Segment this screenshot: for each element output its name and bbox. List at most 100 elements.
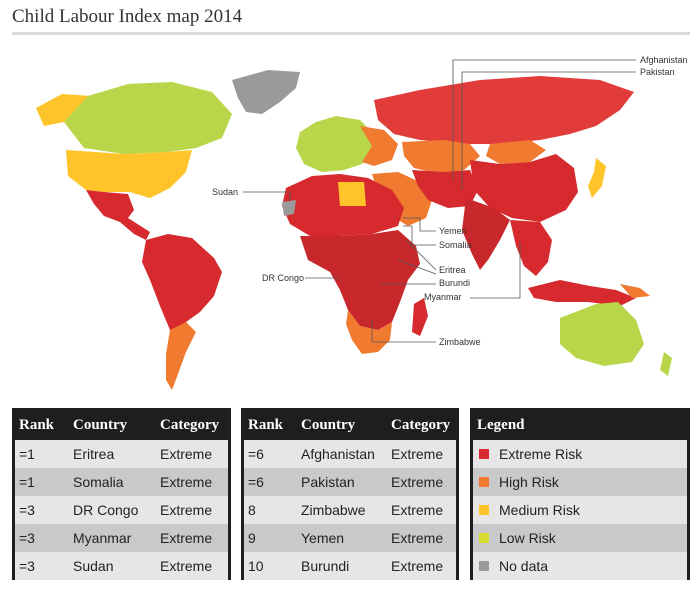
country-cell: Yemen [297,524,387,552]
label-zimbabwe: Zimbabwe [439,337,481,347]
table-row: =3 Sudan Extreme [15,552,228,580]
region-middle-east [372,172,432,226]
rank-table-2: Rank Country Category =6 Afghanistan Ext… [241,408,459,580]
category-cell: Extreme [156,440,228,468]
table-row: =6 Pakistan Extreme [244,468,456,496]
category-cell: Extreme [387,468,456,496]
category-cell: Extreme [156,552,228,580]
region-indonesia [528,280,636,306]
country-cell: Pakistan [297,468,387,496]
country-cell: Afghanistan [297,440,387,468]
region-china [470,154,578,222]
region-greenland [232,70,300,114]
table-row: 8 Zimbabwe Extreme [244,496,456,524]
rank-cell: =3 [15,496,69,524]
region-madagascar [412,298,428,336]
label-dr-congo: DR Congo [262,273,304,283]
country-cell: Somalia [69,468,156,496]
region-png [620,284,650,298]
legend-label: No data [499,558,549,574]
table-row: =1 Somalia Extreme [15,468,228,496]
page-title: Child Labour Index map 2014 [12,6,243,27]
rank-cell: =3 [15,552,69,580]
world-map: Afghanistan Pakistan Sudan Yemen Somalia… [0,40,697,400]
rank-cell: 9 [244,524,297,552]
legend-swatch [479,505,489,515]
region-mexico [86,190,150,240]
legend-item-low: Low Risk [473,524,687,552]
table-row: 9 Yemen Extreme [244,524,456,552]
region-central-africa [300,230,420,330]
table-row: =3 Myanmar Extreme [15,524,228,552]
rank-cell: =6 [244,440,297,468]
legend-item-high: High Risk [473,468,687,496]
region-libya [338,182,366,206]
region-australia [560,302,644,366]
country-cell: Zimbabwe [297,496,387,524]
country-cell: Sudan [69,552,156,580]
category-cell: Extreme [156,468,228,496]
rank-cell: =1 [15,440,69,468]
rank-cell: 10 [244,552,297,580]
legend-swatch [479,449,489,459]
table-row: =3 DR Congo Extreme [15,496,228,524]
header-category: Category [160,417,220,433]
region-usa [66,150,192,198]
rank-cell: 8 [244,496,297,524]
table-row: =1 Eritrea Extreme [15,440,228,468]
callout-lines [243,59,636,343]
region-russia [374,76,634,144]
region-se-asia [510,220,552,276]
header-rank: Rank [19,417,55,433]
label-somalia: Somalia [439,240,472,250]
rank-cell: =3 [15,524,69,552]
region-south-america [142,234,222,340]
label-afghanistan: Afghanistan [640,55,688,65]
region-canada [64,82,232,154]
rank-cell: =6 [244,468,297,496]
label-sudan: Sudan [212,187,238,197]
header-category: Category [391,417,451,433]
label-pakistan: Pakistan [640,67,675,77]
rank-cell: =1 [15,468,69,496]
legend-title: Legend [477,417,525,433]
region-japan [588,158,606,198]
header-country: Country [301,417,356,433]
category-cell: Extreme [387,552,456,580]
legend-panel: Legend Extreme Risk High Risk Medium Ris… [470,408,690,580]
legend-swatch [479,477,489,487]
country-cell: DR Congo [69,496,156,524]
region-south-africa [346,310,392,354]
category-cell: Extreme [387,524,456,552]
category-cell: Extreme [387,496,456,524]
label-yemen: Yemen [439,226,467,236]
country-cell: Burundi [297,552,387,580]
category-cell: Extreme [387,440,456,468]
label-eritrea: Eritrea [439,265,466,275]
table-row: =6 Afghanistan Extreme [244,440,456,468]
legend-label: Extreme Risk [499,446,583,462]
region-europe [296,116,376,172]
region-india [462,198,510,270]
legend-item-medium: Medium Risk [473,496,687,524]
region-mongolia [486,140,546,164]
legend-item-extreme: Extreme Risk [473,440,687,468]
rank-table-1: Rank Country Category =1 Eritrea Extreme… [12,408,231,580]
legend-item-nodata: No data [473,552,687,580]
world-map-svg: Afghanistan Pakistan Sudan Yemen Somalia… [36,55,688,390]
region-western-sahara [282,200,296,216]
title-divider [12,32,690,35]
country-cell: Myanmar [69,524,156,552]
region-argentina [166,322,196,390]
region-iran-pakistan [412,170,478,208]
legend-swatch [479,561,489,571]
region-central-asia [402,140,480,174]
category-cell: Extreme [156,524,228,552]
header-country: Country [73,417,128,433]
label-burundi: Burundi [439,278,470,288]
legend-label: High Risk [499,474,559,490]
label-myanmar: Myanmar [424,292,462,302]
table-row: 10 Burundi Extreme [244,552,456,580]
region-east-europe [360,126,398,166]
legend-label: Low Risk [499,530,556,546]
